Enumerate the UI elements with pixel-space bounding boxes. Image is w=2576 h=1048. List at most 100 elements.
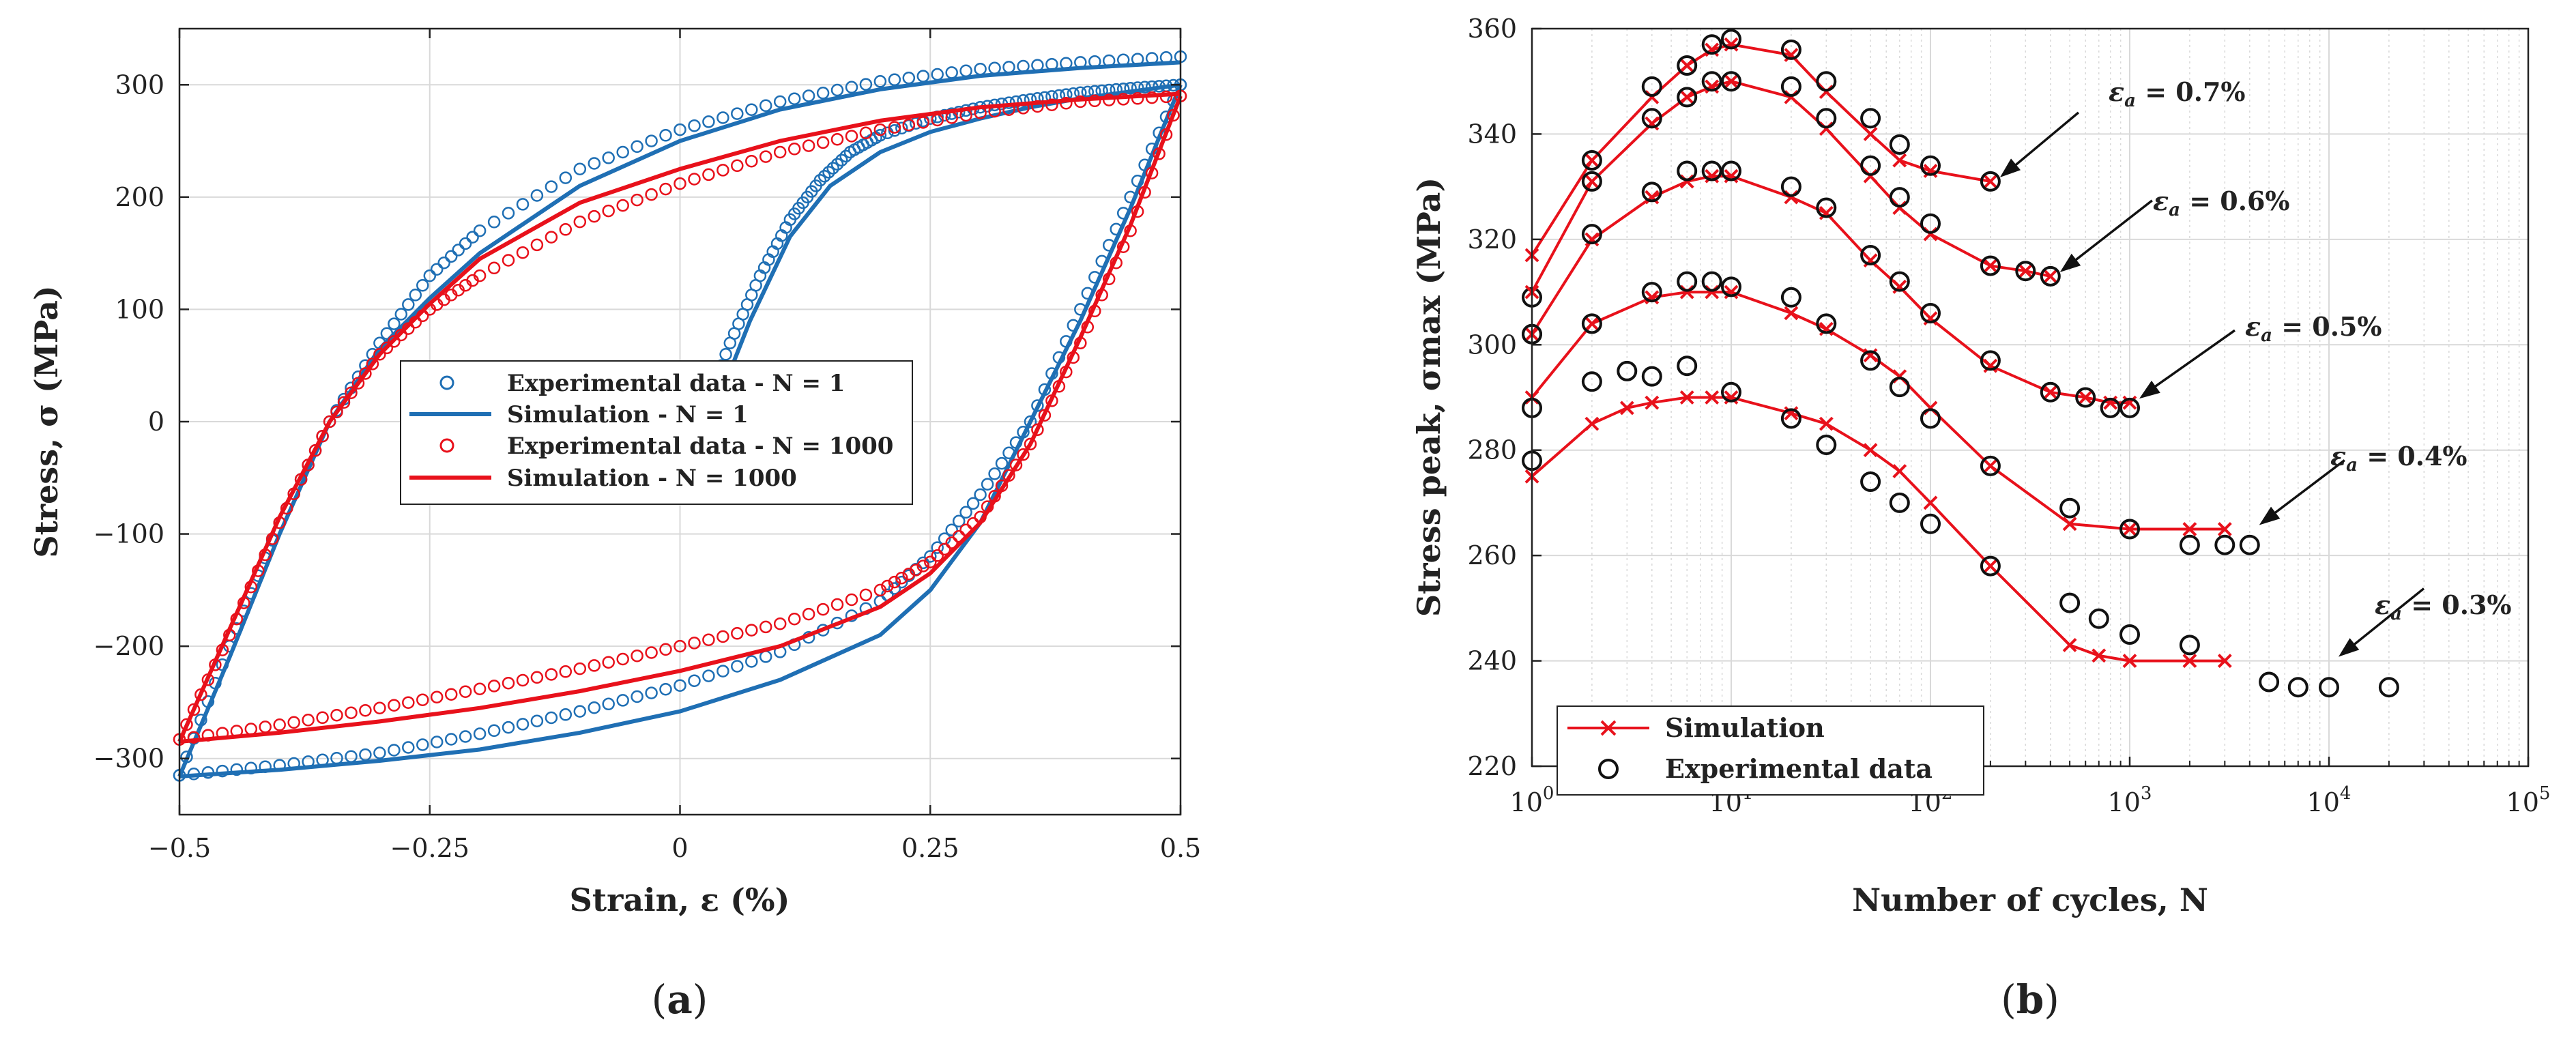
chart-a-exp-point	[830, 158, 844, 171]
chart-a-exp-point	[719, 348, 732, 361]
chart-a-exp-point	[916, 116, 930, 129]
chart-b-exp-point	[2015, 261, 2036, 282]
chart-b-ytick-label: 340	[1467, 119, 1517, 149]
chart-b-sim-point	[2217, 654, 2232, 668]
chart-a-exp-point	[388, 744, 401, 757]
chart-a-exp-point	[573, 705, 587, 718]
chart-b-exp-point	[1816, 108, 1837, 129]
chart-b-exp-point	[1980, 171, 2001, 192]
chart-a-exp-point	[359, 367, 372, 380]
annotation-2: εa = 0.5%	[2139, 311, 2382, 399]
chart-a: −0.5 −0.25 0 0.25 0.5−300−200−1000100200300 …	[28, 27, 1201, 1023]
chart-a-exp-point	[473, 727, 487, 740]
chart-a-exp-point	[530, 671, 544, 684]
chart-b-exp-point	[2088, 608, 2109, 629]
chart-a-exp-point	[816, 136, 830, 149]
chart-a-exp-point	[745, 655, 758, 668]
chart-b-sim-point	[1983, 174, 1998, 189]
chart-b-annotations: εa = 0.7% εa = 0.6% εa = 0.5% εa = 0.4% εa =…	[1999, 76, 2512, 657]
chart-b-sim-point	[1724, 74, 1739, 89]
chart-b-ylabel: Stress peak, σmax (MPa)	[1410, 177, 1447, 617]
chart-a-exp-point	[345, 386, 358, 399]
chart-b-exp-point	[1581, 313, 1602, 334]
chart-b-exp-point	[1889, 492, 1910, 513]
chart-b-exp-point	[1860, 350, 1881, 371]
annotation-arrow-line	[2071, 199, 2153, 264]
chart-a-exp-point	[351, 377, 365, 390]
chart-a-exp-point	[416, 738, 429, 751]
chart-b-xlabel-text: Number of cycles, N	[1852, 882, 2208, 918]
panel-label-b: (b)	[2001, 976, 2059, 1023]
chart-a-exp-point	[473, 682, 487, 695]
chart-a-exp-point	[802, 139, 815, 152]
chart-b-sim-point	[2078, 390, 2093, 405]
chart-b-exp-point	[2214, 534, 2235, 555]
legend-marker-simulation	[1600, 720, 1617, 736]
chart-a-exp-point	[702, 168, 715, 181]
chart-b-sim-point	[1584, 316, 1600, 331]
chart-a-exp-point	[702, 633, 715, 646]
chart-a-ylabel-text: Stress, σ (MPa)	[28, 285, 65, 557]
chart-a-exp-point	[773, 617, 787, 630]
chart-b-sim-point	[1983, 559, 1998, 573]
chart-b-exp-point	[1780, 408, 1801, 429]
annotation-label: εa = 0.4%	[2330, 441, 2468, 476]
chart-b-exp-point	[1677, 160, 1698, 181]
chart-a-sim-line-4	[179, 84, 1183, 778]
chart-a-exp-point	[888, 582, 901, 595]
annotation-arrow-head	[2259, 506, 2281, 525]
chart-a-exp-point	[717, 164, 729, 177]
chart-a-exp-point	[545, 668, 558, 681]
chart-a-exp-point	[631, 690, 643, 703]
chart-a-exp-point	[602, 697, 615, 711]
chart-b-sim-point	[2182, 522, 2197, 536]
chart-a-xtick-label: 0	[671, 833, 688, 863]
chart-b-sim-point	[1983, 259, 1998, 273]
chart-b-exp-point	[1701, 160, 1722, 181]
chart-a-exp-point	[826, 162, 839, 175]
chart-a-exp-point	[559, 223, 573, 236]
chart-a-ytick-label: 200	[115, 182, 164, 212]
chart-a-ticks: −0.5 −0.25 0 0.25 0.5 −300 −200 −100 0 100 200 300	[93, 29, 1201, 863]
chart-a-exp-point	[717, 111, 729, 124]
chart-b-exp-point	[2119, 397, 2140, 418]
chart-a-ytick-label: 100	[115, 294, 164, 324]
chart-b-sim-point	[1784, 306, 1799, 321]
chart-b-exp-point	[1980, 555, 2001, 577]
annotation-arrow-line	[2011, 111, 2080, 169]
chart-b-exp-point	[1816, 435, 1837, 455]
legend-marker-exp-n1000	[439, 438, 454, 453]
chart-b-sim-point	[1679, 390, 1694, 405]
chart-a-exp-point	[1009, 95, 1023, 108]
chart-b-exp-point	[1780, 39, 1801, 60]
chart-b-exp-point	[2179, 635, 2200, 656]
chart-a-sim-line-5	[177, 60, 1181, 778]
chart-a-exp-point	[588, 209, 601, 223]
chart-a-exp-point	[702, 669, 715, 682]
chart-b-sim-point	[2122, 654, 2137, 668]
chart-a-exp-point	[813, 173, 827, 187]
chart-b-exp-point	[1920, 155, 1941, 176]
chart-b-exp-point	[2040, 381, 2061, 403]
chart-a-exp-point	[835, 154, 848, 167]
chart-b-ytick-label: 320	[1467, 224, 1517, 254]
chart-b-sim-point	[2182, 654, 2197, 668]
chart-a-exp-point	[674, 679, 686, 692]
chart-a-exp-point	[373, 348, 386, 361]
chart-a-exp-point	[459, 730, 472, 743]
chart-a-ylabel: Stress, σ (MPa)	[28, 285, 65, 557]
chart-a-exp-point	[545, 711, 558, 725]
chart-b-exp-point	[1816, 71, 1837, 92]
chart-b-exp-point	[1641, 366, 1662, 387]
chart-a-exp-point	[545, 180, 558, 193]
chart-b-xtick-label: 103	[2108, 783, 2152, 817]
chart-b-exp-point	[1701, 271, 1722, 292]
chart-b-exp-point	[1980, 350, 2001, 371]
chart-a-exp-point	[402, 298, 415, 311]
legend-marker-exp-n1	[439, 375, 454, 390]
chart-b-ylabel-text: Stress peak, σmax (MPa)	[1410, 177, 1447, 617]
chart-b-sim-point	[1892, 464, 1907, 479]
chart-a-exp-point	[830, 598, 844, 611]
chart-b-exp-point	[1581, 224, 1602, 245]
chart-a-exp-point	[839, 149, 852, 163]
